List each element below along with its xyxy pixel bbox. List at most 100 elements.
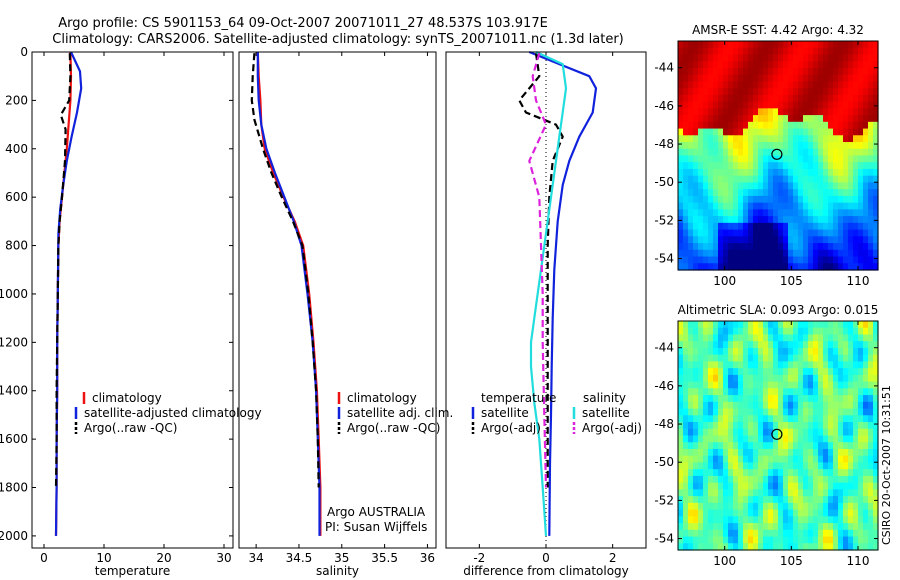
map-cell bbox=[723, 415, 729, 423]
map-cell bbox=[733, 448, 739, 457]
map-cell bbox=[863, 502, 869, 511]
map-cell bbox=[693, 249, 699, 258]
map-cell bbox=[768, 327, 774, 336]
map-cell bbox=[848, 415, 854, 423]
map-cell bbox=[763, 41, 769, 49]
map-cell bbox=[863, 422, 869, 430]
map-cell bbox=[783, 347, 789, 356]
map-cell bbox=[803, 428, 809, 437]
map-cell bbox=[718, 496, 724, 504]
legend-title: salinity bbox=[583, 391, 626, 405]
map-cell bbox=[783, 334, 789, 342]
map-cell bbox=[763, 502, 769, 511]
map-cell bbox=[693, 168, 699, 177]
map-cell bbox=[758, 509, 764, 517]
map-cell bbox=[813, 81, 819, 89]
map-cell bbox=[793, 428, 799, 437]
map-cell bbox=[858, 462, 864, 470]
map-cell bbox=[698, 61, 704, 69]
map-cell bbox=[763, 523, 769, 531]
map-cell bbox=[863, 408, 869, 416]
map-cell bbox=[768, 94, 774, 103]
map-cell bbox=[833, 249, 839, 258]
map-cell bbox=[828, 509, 834, 517]
map-cell bbox=[798, 142, 804, 150]
map-cell bbox=[868, 115, 874, 123]
map-cell bbox=[793, 41, 799, 49]
map-cell bbox=[683, 108, 689, 116]
map-cell bbox=[788, 469, 794, 477]
map-cell bbox=[788, 162, 794, 170]
map-cell bbox=[693, 496, 699, 504]
map-cell bbox=[748, 148, 754, 157]
map-cell bbox=[753, 401, 759, 410]
map-cell bbox=[858, 516, 864, 524]
map-cell bbox=[768, 108, 774, 116]
map-cell bbox=[803, 94, 809, 103]
map-cell bbox=[733, 523, 739, 531]
map-cell bbox=[808, 469, 814, 477]
map-cell bbox=[743, 256, 749, 264]
map-cell bbox=[788, 54, 794, 62]
map-cell bbox=[853, 361, 859, 369]
map-cell bbox=[843, 94, 849, 103]
map-cell bbox=[813, 368, 819, 376]
map-cell bbox=[753, 536, 759, 544]
map-cell bbox=[763, 368, 769, 376]
map-cell bbox=[803, 502, 809, 511]
map-cell bbox=[768, 388, 774, 396]
map-cell bbox=[738, 249, 744, 258]
map-cell bbox=[803, 263, 809, 271]
map-cell bbox=[748, 395, 754, 403]
map-cell bbox=[818, 175, 824, 184]
map-cell bbox=[728, 148, 734, 157]
map-cell bbox=[683, 263, 689, 271]
map-cell bbox=[708, 435, 714, 443]
map-cell bbox=[858, 428, 864, 437]
map-cell bbox=[713, 135, 719, 143]
map-cell bbox=[748, 61, 754, 69]
map-cell bbox=[708, 175, 714, 184]
map-cell bbox=[813, 115, 819, 123]
map-cell bbox=[798, 236, 804, 244]
series-line bbox=[250, 53, 320, 488]
map-cell bbox=[703, 347, 709, 356]
map-cell bbox=[733, 101, 739, 109]
map-cell bbox=[728, 67, 734, 76]
map-cell bbox=[853, 236, 859, 244]
map-cell bbox=[803, 256, 809, 264]
map-cell bbox=[768, 381, 774, 389]
map-cell bbox=[793, 249, 799, 258]
map-cell bbox=[793, 81, 799, 89]
map-cell bbox=[813, 543, 819, 551]
map-cell bbox=[723, 115, 729, 123]
map-cell bbox=[678, 229, 684, 237]
map-cell bbox=[858, 395, 864, 403]
map-cell bbox=[743, 334, 749, 342]
map-cell bbox=[733, 189, 739, 197]
map-cell bbox=[738, 256, 744, 264]
map-cell bbox=[733, 408, 739, 416]
map-cell bbox=[773, 67, 779, 76]
map-cell bbox=[788, 516, 794, 524]
map-cell bbox=[858, 334, 864, 342]
map-cell bbox=[803, 334, 809, 342]
map-cell bbox=[698, 455, 704, 464]
map-cell bbox=[723, 536, 729, 544]
map-cell bbox=[728, 395, 734, 403]
map-cell bbox=[868, 94, 874, 103]
map-cell bbox=[848, 195, 854, 204]
map-cell bbox=[808, 142, 814, 150]
map-cell bbox=[828, 448, 834, 457]
map-cell bbox=[833, 155, 839, 163]
map-cell bbox=[758, 47, 764, 56]
map-cell bbox=[748, 47, 754, 56]
map-cell bbox=[848, 509, 854, 517]
map-cell bbox=[798, 489, 804, 497]
map-cell bbox=[758, 54, 764, 62]
map-cell bbox=[868, 536, 874, 544]
map-cell bbox=[768, 361, 774, 369]
map-cell bbox=[718, 168, 724, 177]
map-cell bbox=[788, 334, 794, 342]
map-cell bbox=[808, 162, 814, 170]
